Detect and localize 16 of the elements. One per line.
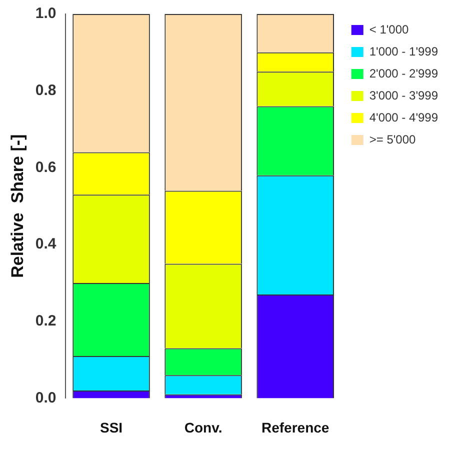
- y-tick-label: 0.8: [35, 82, 56, 99]
- x-tick-label: SSI: [100, 419, 123, 436]
- legend-label: 1'000 - 1'999: [369, 44, 438, 58]
- y-tick-label: 0.2: [35, 312, 56, 330]
- legend-label: < 1'000: [369, 22, 410, 36]
- legend-label: 4'000 - 4'999: [369, 110, 438, 124]
- y-tick-label: 0.0: [35, 389, 56, 406]
- x-tick-label: Conv.: [184, 419, 222, 436]
- y-tick-label: 1.0: [35, 5, 56, 22]
- x-tick-label: Reference: [261, 419, 330, 436]
- y-tick-label: 0.4: [35, 236, 57, 253]
- legend-label: >= 5'000: [369, 132, 416, 146]
- legend-label: 3'000 - 3'999: [369, 88, 438, 102]
- y-axis-title: Relative Share [-]: [8, 134, 27, 278]
- y-tick-label: 0.6: [35, 158, 56, 176]
- legend-label: 2'000 - 2'999: [369, 66, 438, 80]
